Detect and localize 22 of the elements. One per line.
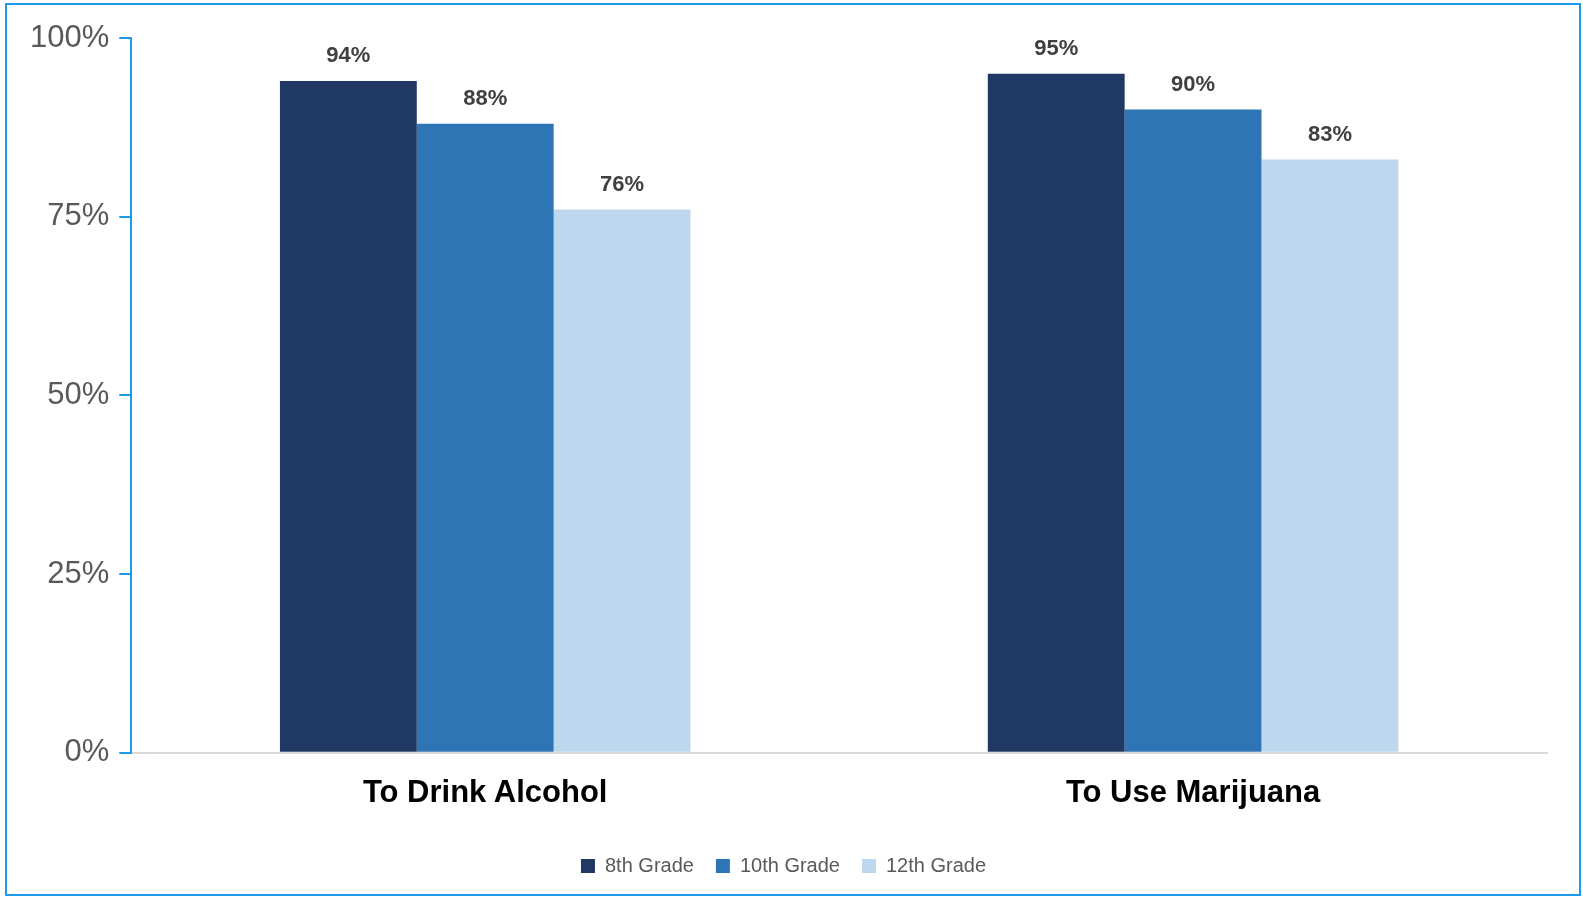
legend-label: 10th Grade [739,853,840,876]
data-label: 83% [1307,120,1352,146]
x-tick-label: To Use Marijuana [1065,773,1322,809]
data-label: 90% [1171,70,1216,96]
data-label: 76% [600,170,645,196]
bar [279,80,417,752]
bar [1261,159,1399,752]
y-tick-label: 0% [64,733,110,769]
y-tick-label: 50% [47,375,110,411]
y-tick-label: 100% [29,18,110,54]
bar [1124,109,1262,752]
y-tick-label: 25% [47,554,110,590]
y-tick-label: 75% [47,197,110,233]
bar [416,123,554,752]
data-label: 88% [463,84,508,110]
legend-label: 12th Grade [885,853,987,876]
legend-label: 8th Grade [604,853,694,876]
bar [987,73,1125,752]
data-label: 95% [1034,34,1079,60]
data-label: 94% [326,41,371,67]
x-tick-label: To Drink Alcohol [362,773,608,809]
bar [553,209,691,752]
